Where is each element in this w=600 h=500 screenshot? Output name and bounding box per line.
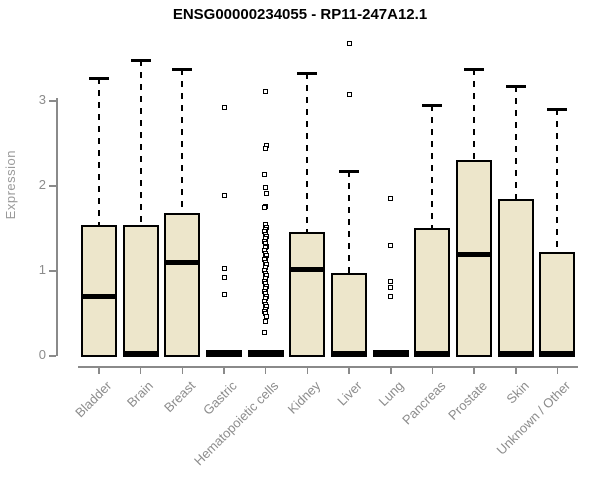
- x-tick-label: Lung: [375, 378, 407, 410]
- outlier-point: [388, 293, 394, 299]
- whisker-line: [431, 105, 434, 229]
- y-axis-tick: [49, 355, 56, 357]
- x-axis-tick: [223, 366, 225, 374]
- whisker-line: [306, 72, 309, 232]
- boxplot-box: [331, 273, 368, 357]
- boxplot-box-collapsed: [206, 350, 243, 357]
- median-line: [498, 351, 533, 356]
- x-tick-label: Pancreas: [398, 378, 449, 428]
- x-tick-label: Breast: [160, 378, 198, 416]
- x-axis-tick: [348, 366, 350, 374]
- boxplot-box: [539, 252, 576, 357]
- whisker-line: [556, 109, 559, 253]
- outlier-point: [264, 314, 270, 320]
- boxplot-box: [289, 231, 326, 357]
- whisker-cap: [339, 169, 360, 173]
- x-tick-label: Prostate: [444, 378, 490, 423]
- whisker-line: [348, 170, 351, 274]
- whisker-line: [514, 86, 517, 199]
- whisker-line: [473, 69, 476, 161]
- x-axis-tick: [431, 366, 434, 374]
- chart-title: ENSG00000234055 - RP11-247A12.1: [172, 6, 428, 23]
- outlier-point: [221, 275, 227, 281]
- outlier-point: [262, 330, 268, 336]
- x-tick-label: Skin: [502, 378, 532, 407]
- boxplot-box: [81, 224, 117, 357]
- whisker-cap: [547, 108, 568, 112]
- y-tick-label: 3: [38, 92, 46, 107]
- boxplot-box-collapsed: [247, 350, 284, 357]
- boxplot-box: [456, 160, 493, 357]
- outlier-point: [262, 172, 268, 178]
- x-axis-tick: [473, 366, 475, 374]
- outlier-point: [388, 285, 394, 291]
- whisker-cap: [130, 59, 151, 63]
- outlier-point: [388, 196, 394, 202]
- x-tick-label: Liver: [334, 378, 365, 409]
- x-tick-label: Gastric: [199, 378, 240, 418]
- boxplot-box-collapsed: [372, 350, 409, 357]
- outlier-point: [221, 292, 227, 298]
- outlier-point: [262, 205, 268, 211]
- whisker-line: [181, 69, 184, 214]
- x-tick-label: Kidney: [284, 378, 324, 417]
- median-line: [166, 260, 199, 266]
- outlier-point: [263, 145, 269, 151]
- median-line: [83, 293, 115, 299]
- y-tick-label: 2: [38, 177, 46, 192]
- x-axis-tick: [306, 366, 309, 374]
- x-tick-label: Brain: [124, 378, 157, 411]
- whisker-line: [98, 77, 100, 225]
- median-line: [540, 351, 575, 356]
- x-tick-label: Unknown / Other: [493, 378, 574, 458]
- y-axis-tick: [49, 100, 56, 102]
- whisker-cap: [172, 68, 193, 72]
- outlier-point: [221, 192, 227, 198]
- outlier-point: [221, 265, 227, 271]
- x-axis-tick: [515, 366, 517, 374]
- x-axis-tick: [181, 366, 184, 374]
- median-line: [415, 351, 450, 356]
- boxplot-box: [414, 228, 451, 357]
- boxplot-box: [164, 213, 201, 357]
- x-axis-tick: [98, 366, 100, 374]
- outlier-point: [346, 40, 352, 46]
- whisker-cap: [89, 76, 109, 80]
- outlier-point: [221, 105, 227, 111]
- y-tick-label: 1: [38, 262, 46, 277]
- boxplot-box: [122, 224, 159, 357]
- whisker-cap: [505, 85, 526, 89]
- boxplot-box: [497, 198, 534, 357]
- whisker-cap: [297, 71, 318, 75]
- y-axis-tick: [49, 185, 56, 187]
- x-axis-line: [78, 366, 578, 368]
- y-axis-line: [56, 98, 58, 356]
- whisker-line: [139, 60, 142, 225]
- x-axis-tick: [264, 366, 267, 374]
- outlier-point: [388, 242, 394, 248]
- whisker-cap: [464, 68, 485, 72]
- x-axis-tick: [556, 366, 559, 374]
- median-line: [123, 351, 158, 356]
- outlier-point: [388, 279, 394, 285]
- outlier-point: [264, 191, 270, 196]
- y-tick-label: 0: [38, 347, 46, 362]
- x-tick-label: Bladder: [72, 378, 115, 421]
- outlier-point: [346, 91, 352, 97]
- y-axis-tick: [49, 270, 56, 272]
- outlier-point: [263, 319, 269, 325]
- x-axis-tick: [139, 366, 142, 374]
- median-line: [291, 267, 324, 273]
- median-line: [332, 351, 367, 356]
- x-axis-tick: [390, 366, 392, 374]
- outlier-point: [263, 89, 269, 94]
- outlier-point: [263, 185, 269, 191]
- whisker-cap: [422, 104, 443, 108]
- median-line: [458, 251, 491, 257]
